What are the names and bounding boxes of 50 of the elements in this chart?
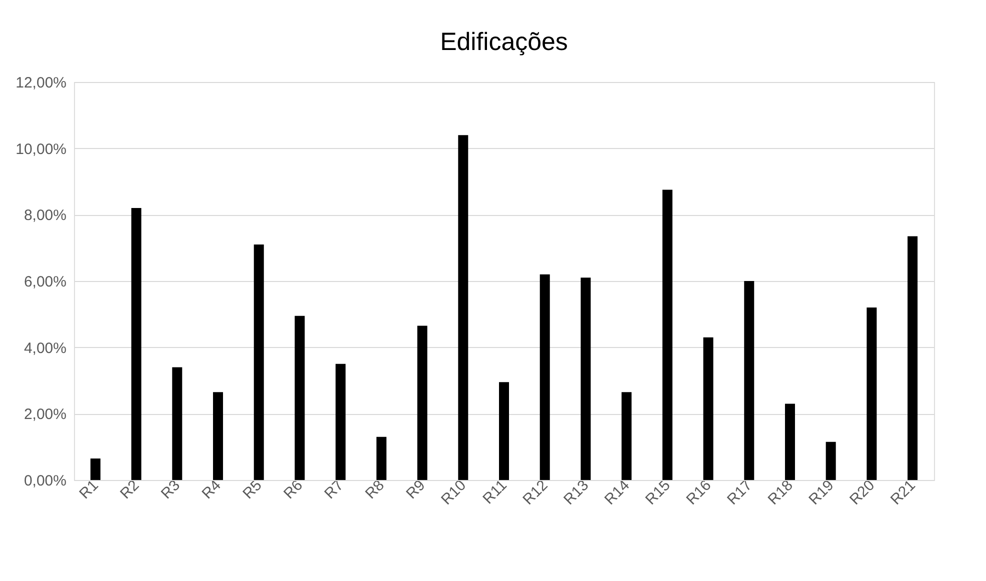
bar bbox=[458, 135, 468, 480]
y-tick-label: 8,00% bbox=[24, 207, 66, 224]
y-tick-label: 4,00% bbox=[24, 340, 66, 357]
bar bbox=[784, 404, 795, 480]
x-tick-label: R12 bbox=[520, 476, 552, 508]
bar bbox=[213, 392, 224, 480]
x-tick-label: R1 bbox=[76, 476, 102, 502]
bar bbox=[908, 236, 918, 480]
bar bbox=[540, 274, 550, 480]
x-tick-label: R15 bbox=[642, 476, 674, 508]
bar bbox=[90, 458, 100, 480]
y-tick-label: 10,00% bbox=[16, 140, 66, 158]
bar bbox=[376, 436, 386, 480]
bar bbox=[499, 382, 509, 480]
y-tick-label: 6,00% bbox=[24, 274, 66, 290]
x-tick-label: R6 bbox=[280, 476, 306, 502]
y-tick-label: 0,00% bbox=[24, 472, 66, 490]
x-tick-label: R3 bbox=[158, 476, 184, 502]
bar bbox=[336, 364, 346, 480]
y-tick-label: 2,00% bbox=[24, 406, 66, 424]
x-tick-label: R17 bbox=[724, 476, 756, 508]
bar bbox=[131, 208, 142, 480]
x-tick-label: R4 bbox=[198, 476, 224, 502]
x-tick-label: R13 bbox=[560, 476, 592, 508]
x-tick-label: R10 bbox=[438, 476, 470, 508]
x-tick-label: R20 bbox=[846, 476, 878, 508]
bar bbox=[662, 190, 672, 480]
bar bbox=[703, 337, 714, 480]
x-tick-label: R5 bbox=[240, 476, 266, 502]
x-tick-label: R8 bbox=[362, 476, 388, 502]
x-tick-label: R9 bbox=[403, 476, 429, 502]
chart-title: Edificações bbox=[440, 28, 568, 56]
bar bbox=[254, 244, 264, 480]
bar bbox=[622, 392, 632, 480]
bar bbox=[417, 326, 428, 480]
bar bbox=[294, 316, 305, 480]
bar bbox=[744, 281, 754, 480]
x-tick-label: R2 bbox=[117, 476, 143, 502]
bar bbox=[866, 308, 877, 480]
bar bbox=[580, 278, 591, 480]
x-tick-label: R21 bbox=[887, 476, 919, 508]
x-tick-label: R11 bbox=[480, 476, 510, 508]
x-tick-label: R16 bbox=[683, 476, 715, 508]
x-tick-label: R14 bbox=[601, 476, 633, 508]
x-tick-label: R19 bbox=[806, 476, 838, 508]
x-tick-label: R18 bbox=[764, 476, 796, 508]
bar bbox=[172, 367, 182, 480]
x-tick-label: R7 bbox=[321, 476, 347, 502]
y-tick-label: 12,00% bbox=[16, 74, 66, 92]
bar bbox=[826, 442, 836, 480]
